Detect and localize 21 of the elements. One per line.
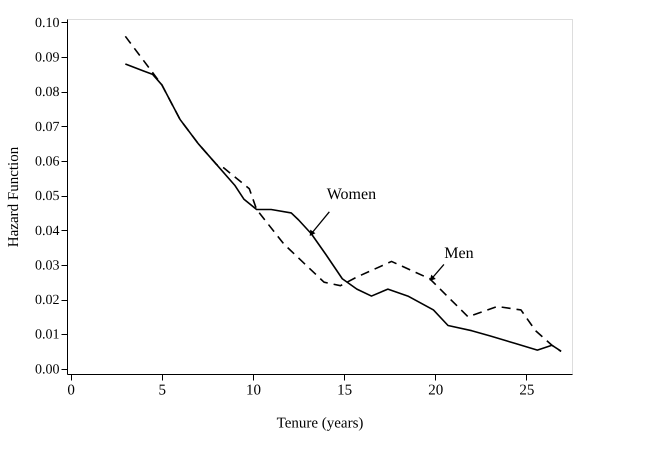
y-tick-label: 0.04 <box>35 224 60 239</box>
y-tick-label: 0.05 <box>35 189 60 204</box>
x-tick-label: 20 <box>428 382 444 398</box>
y-tick-label: 0.08 <box>35 85 60 100</box>
x-tick-label: 5 <box>158 382 166 398</box>
x-tick-label: 10 <box>246 382 261 398</box>
x-tick-label: 15 <box>337 382 352 398</box>
y-tick-label: 0.01 <box>35 328 60 343</box>
y-axis-title: Hazard Function <box>6 146 22 248</box>
x-tick-label: 25 <box>519 382 534 398</box>
y-tick-label: 0.06 <box>35 154 60 170</box>
y-tick-label: 0.00 <box>35 362 60 378</box>
y-tick-label: 0.10 <box>35 16 60 31</box>
annotation: Women <box>326 186 376 203</box>
y-tick-label: 0.09 <box>35 50 60 66</box>
y-tick-label: 0.02 <box>35 293 60 308</box>
x-axis-title: Tenure (years) <box>276 416 364 432</box>
y-tick-label: 0.07 <box>35 120 60 135</box>
annotation: Men <box>444 244 474 262</box>
y-tick-label: 0.03 <box>35 258 60 274</box>
x-tick-label: 0 <box>67 382 75 398</box>
